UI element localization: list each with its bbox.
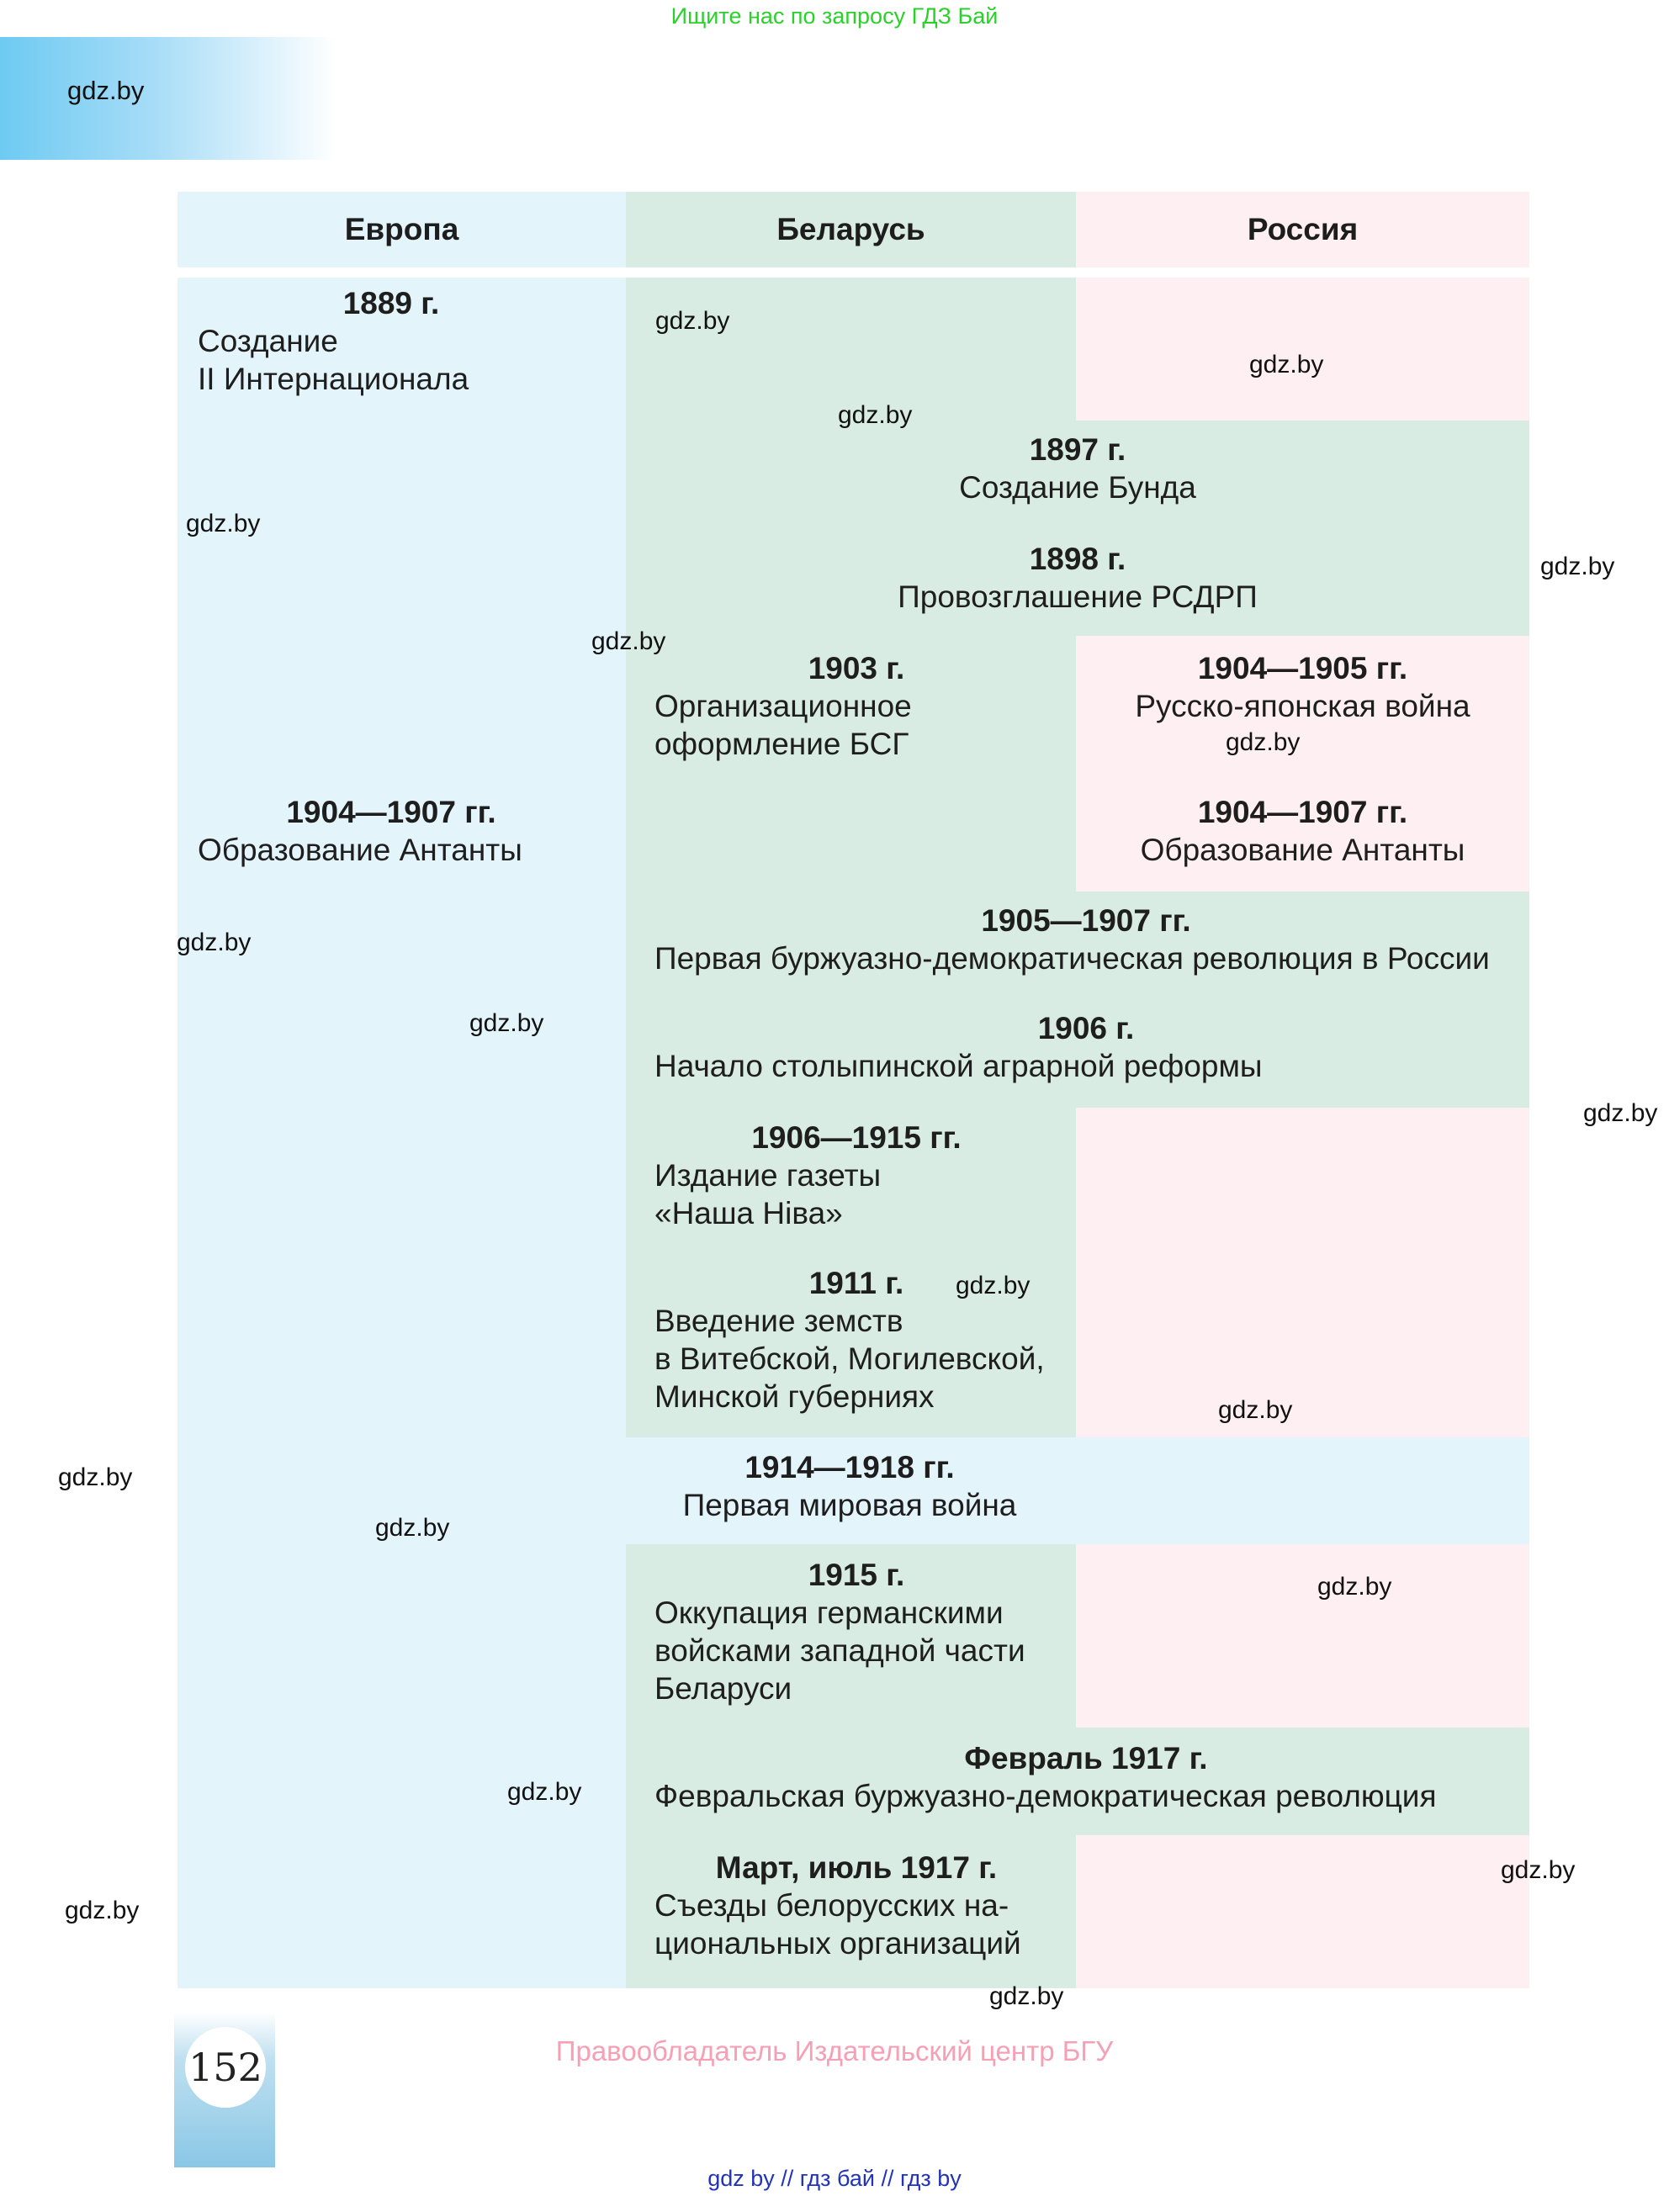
event-1914-1918: 1914—1918 гг. Первая мировая война <box>673 1448 1026 1524</box>
event-text: в Витебской, Могилевской, <box>654 1341 1045 1376</box>
header-belarus: Беларусь <box>626 192 1076 267</box>
event-belarus-1906-1915: 1906—1915 гг. Издание газеты «Наша Ніва» <box>654 1119 1058 1232</box>
russia-cell-empty-4 <box>1076 1835 1529 1988</box>
event-year: 1905—1907 гг. <box>981 903 1191 938</box>
belarus-cell-1915 <box>626 1544 1076 1728</box>
event-text: Съезды белорусских на- <box>654 1888 1009 1923</box>
event-text: Беларуси <box>654 1671 792 1706</box>
page-number: 152 <box>185 2027 266 2108</box>
event-text: Оккупация германскими <box>654 1595 1004 1630</box>
belarus-russia-cell-1905-1906 <box>626 892 1529 1108</box>
watermark: gdz.by <box>1501 1856 1576 1884</box>
event-text: Минской губерниях <box>654 1379 935 1414</box>
watermark: gdz.by <box>838 401 913 429</box>
watermark: gdz.by <box>65 1897 140 1924</box>
event-feb-1917: Февраль 1917 г. Февральская буржуазно-де… <box>654 1739 1518 1815</box>
watermark: gdz.by <box>1540 553 1615 580</box>
bottom-links[interactable]: gdz by // гдз бай // гдз by <box>707 2166 962 2191</box>
event-belarus-1915: 1915 г. Оккупация германскими войсками з… <box>654 1556 1058 1707</box>
belarus-cell-1903 <box>626 636 1076 892</box>
event-text: Организационное <box>654 689 912 723</box>
header-tab <box>0 37 336 160</box>
belarus-cell-march-1917 <box>626 1835 1076 1988</box>
event-text: оформление БСГ <box>654 727 909 761</box>
event-text: циональных организаций <box>654 1926 1021 1961</box>
event-year: 1915 г. <box>808 1558 905 1592</box>
belarus-cell-1906-1911 <box>626 1108 1076 1437</box>
event-1905-1907: 1905—1907 гг. Первая буржуазно-демократи… <box>654 902 1518 977</box>
event-year: Март, июль 1917 г. <box>715 1850 998 1885</box>
event-year: 1897 г. <box>1029 432 1126 467</box>
watermark: gdz.by <box>655 307 730 335</box>
belarus-cell-top <box>626 278 1076 636</box>
event-year: 1904—1907 гг. <box>1197 795 1408 829</box>
event-text: «Наша Ніва» <box>654 1196 843 1230</box>
belarus-russia-cell-1897-1898 <box>1076 421 1529 636</box>
watermark: gdz.by <box>58 1463 133 1491</box>
event-year: 1906—1915 гг. <box>751 1120 962 1155</box>
watermark: gdz.by <box>469 1009 544 1037</box>
event-year: Февраль 1917 г. <box>964 1741 1208 1775</box>
event-year: 1904—1905 гг. <box>1197 651 1408 685</box>
event-year: 1904—1907 гг. <box>286 795 496 829</box>
event-1898: 1898 г. Провозглашение РСДРП <box>626 540 1529 616</box>
event-europe-1889: 1889 г. Создание II Интернационала <box>198 284 585 398</box>
watermark: gdz.by <box>1317 1573 1392 1601</box>
watermark: gdz.by <box>375 1514 450 1542</box>
event-text: Издание газеты <box>654 1158 882 1193</box>
header-europe: Европа <box>177 192 626 267</box>
event-text: Провозглашение РСДРП <box>898 579 1258 614</box>
event-text: II Интернационала <box>198 362 469 396</box>
watermark: gdz.by <box>1583 1099 1658 1127</box>
event-year: 1906 г. <box>1037 1011 1135 1045</box>
all-cell-1914 <box>626 1437 1529 1544</box>
event-text: Введение земств <box>654 1304 903 1338</box>
watermark: gdz.by <box>591 627 666 655</box>
event-belarus-1903: 1903 г. Организационное оформление БСГ <box>654 649 1058 763</box>
watermark: gdz.by <box>507 1778 582 1806</box>
event-year: 1903 г. <box>808 651 905 685</box>
event-europe-1904-1907: 1904—1907 гг. Образование Антанты <box>198 793 585 869</box>
event-belarus-1911: 1911 г. Введение земств в Витебской, Мог… <box>654 1264 1058 1416</box>
event-year: 1911 г. <box>808 1266 904 1300</box>
russia-cell-1904 <box>1076 636 1529 892</box>
event-russia-1904-1907: 1904—1907 гг. Образование Антанты <box>1076 793 1529 869</box>
belarus-russia-cell-feb-1917 <box>626 1728 1529 1835</box>
event-text: Начало столыпинской аграрной реформы <box>654 1049 1263 1083</box>
watermark: gdz.by <box>956 1272 1031 1299</box>
event-belarus-march-1917: Март, июль 1917 г. Съезды белорусских на… <box>654 1849 1058 1962</box>
event-text: Первая буржуазно-демократическая революц… <box>654 941 1490 976</box>
event-text: Создание Бунда <box>959 470 1196 505</box>
event-text: Образование Антанты <box>1140 833 1465 867</box>
watermark: gdz.by <box>186 510 261 537</box>
watermark: gdz.by <box>1249 351 1324 378</box>
event-text: Создание <box>198 324 338 358</box>
event-1897: 1897 г. Создание Бунда <box>626 431 1529 506</box>
watermark: gdz.by <box>177 929 252 956</box>
russia-cell-empty-2 <box>1076 1108 1529 1437</box>
event-text: войсками западной части <box>654 1633 1025 1668</box>
event-text: Первая мировая война <box>682 1488 1017 1522</box>
event-1906: 1906 г. Начало столыпинской аграрной реф… <box>654 1009 1518 1085</box>
event-text: Февральская буржуазно-демократическая ре… <box>654 1779 1437 1813</box>
event-russia-1904-1905: 1904—1905 гг. Русско-японская война <box>1076 649 1529 725</box>
watermark: gdz.by <box>1218 1396 1293 1424</box>
tab-label: gdz.by <box>67 76 145 105</box>
event-text: Русско-японская война <box>1135 689 1470 723</box>
header-russia: Россия <box>1076 192 1529 267</box>
copyright-notice: Правообладатель Издательский центр БГУ <box>555 2035 1114 2066</box>
russia-cell-empty-1 <box>1076 278 1529 421</box>
watermark: gdz.by <box>1226 728 1301 756</box>
event-year: 1914—1918 гг. <box>744 1450 955 1484</box>
event-text: Образование Антанты <box>198 833 522 867</box>
top-banner: Ищите нас по запросу ГДЗ Бай <box>670 3 999 29</box>
europe-column <box>177 278 626 1988</box>
russia-cell-empty-3 <box>1076 1544 1529 1728</box>
event-year: 1898 г. <box>1029 542 1126 576</box>
watermark: gdz.by <box>989 1982 1064 2010</box>
event-year: 1889 г. <box>342 286 440 320</box>
